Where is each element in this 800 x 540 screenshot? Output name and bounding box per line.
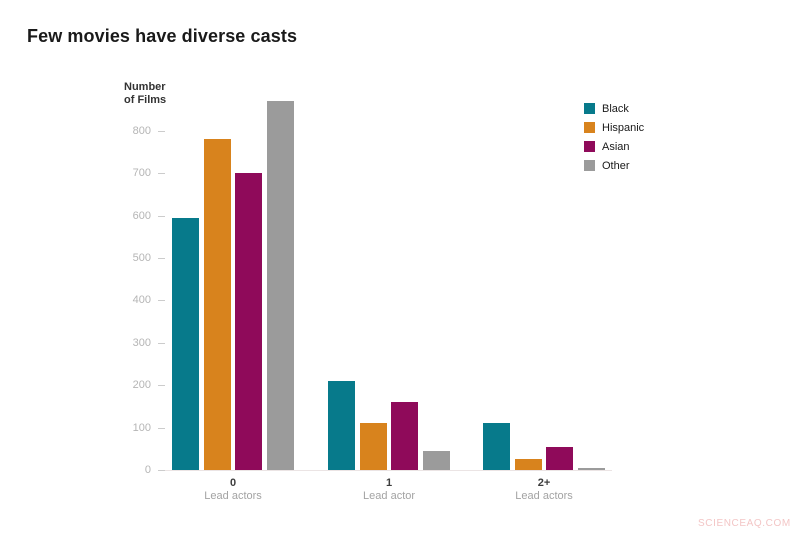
y-tick-400: 400 (110, 294, 165, 306)
y-tick-label: 200 (132, 379, 151, 392)
legend-item-hispanic: Hispanic (584, 118, 644, 137)
y-tick-800: 800 (110, 125, 165, 137)
watermark: SCIENCEAQ.COM (698, 518, 791, 529)
y-tick-mark (158, 385, 165, 387)
y-tick-label: 400 (132, 294, 151, 307)
y-tick-100: 100 (110, 422, 165, 434)
y-tick-label: 800 (132, 124, 151, 137)
bar-black-group2 (483, 423, 510, 470)
y-tick-mark (158, 300, 165, 302)
legend-item-other: Other (584, 156, 644, 175)
y-tick-300: 300 (110, 337, 165, 349)
bar-hispanic-group2 (514, 459, 542, 470)
y-axis-title-line1: Number (124, 81, 166, 93)
legend-item-black: Black (584, 99, 644, 118)
y-tick-label: 700 (132, 167, 151, 180)
legend-label: Hispanic (602, 121, 645, 134)
y-tick-mark (158, 215, 165, 217)
bar-other-group0 (267, 101, 295, 470)
y-tick-mark (158, 258, 165, 259)
x-category-sublabel: Lead actors (204, 490, 262, 502)
bar-hispanic-group1 (359, 423, 387, 470)
x-category-sublabel: Lead actors (515, 490, 573, 502)
y-tick-mark (158, 130, 165, 132)
y-tick-0: 0 (110, 464, 165, 476)
legend-label: Other (602, 159, 630, 172)
legend-item-asian: Asian (584, 137, 644, 156)
y-axis-title-line2: of Films (124, 94, 167, 106)
y-tick-label: 300 (132, 336, 151, 349)
y-tick-mark (158, 173, 165, 175)
y-tick-label: 500 (132, 252, 151, 264)
x-category-2: 2+ Lead actors (479, 477, 609, 503)
x-category-value: 1 (385, 477, 393, 489)
x-category-0: 0 Lead actors (168, 477, 298, 503)
page-title: Few movies have diverse casts (27, 26, 298, 46)
bar-hispanic-group0 (203, 139, 231, 470)
legend: Black Hispanic Asian Other (584, 99, 644, 175)
y-tick-label: 0 (144, 464, 151, 476)
legend-swatch-icon (584, 141, 595, 152)
legend-label: Asian (602, 140, 630, 153)
x-category-1: 1 Lead actor (324, 477, 454, 503)
x-category-value: 2+ (537, 477, 551, 489)
y-tick-mark (158, 342, 165, 344)
y-tick-700: 700 (110, 167, 165, 179)
y-tick-200: 200 (110, 379, 165, 391)
legend-label: Black (602, 102, 629, 115)
bar-asian-group2 (546, 447, 574, 470)
y-tick-label: 600 (132, 209, 151, 222)
x-category-value: 0 (229, 477, 237, 489)
y-tick-600: 600 (110, 210, 165, 222)
bar-black-group1 (328, 381, 355, 470)
y-tick-500: 500 (110, 252, 165, 264)
bar-other-group1 (423, 451, 451, 470)
bar-asian-group0 (235, 173, 263, 470)
y-tick-label: 100 (132, 421, 151, 434)
y-tick-mark (158, 470, 165, 471)
bar-black-group0 (172, 218, 199, 470)
legend-swatch-icon (584, 103, 595, 114)
x-axis-baseline (165, 470, 612, 471)
legend-swatch-icon (584, 160, 595, 171)
bar-asian-group1 (391, 402, 419, 470)
legend-swatch-icon (584, 122, 595, 133)
x-category-sublabel: Lead actor (363, 490, 416, 502)
y-axis-title: Number of Films (124, 81, 166, 107)
y-tick-mark (158, 427, 165, 429)
bar-other-group2 (578, 468, 606, 470)
